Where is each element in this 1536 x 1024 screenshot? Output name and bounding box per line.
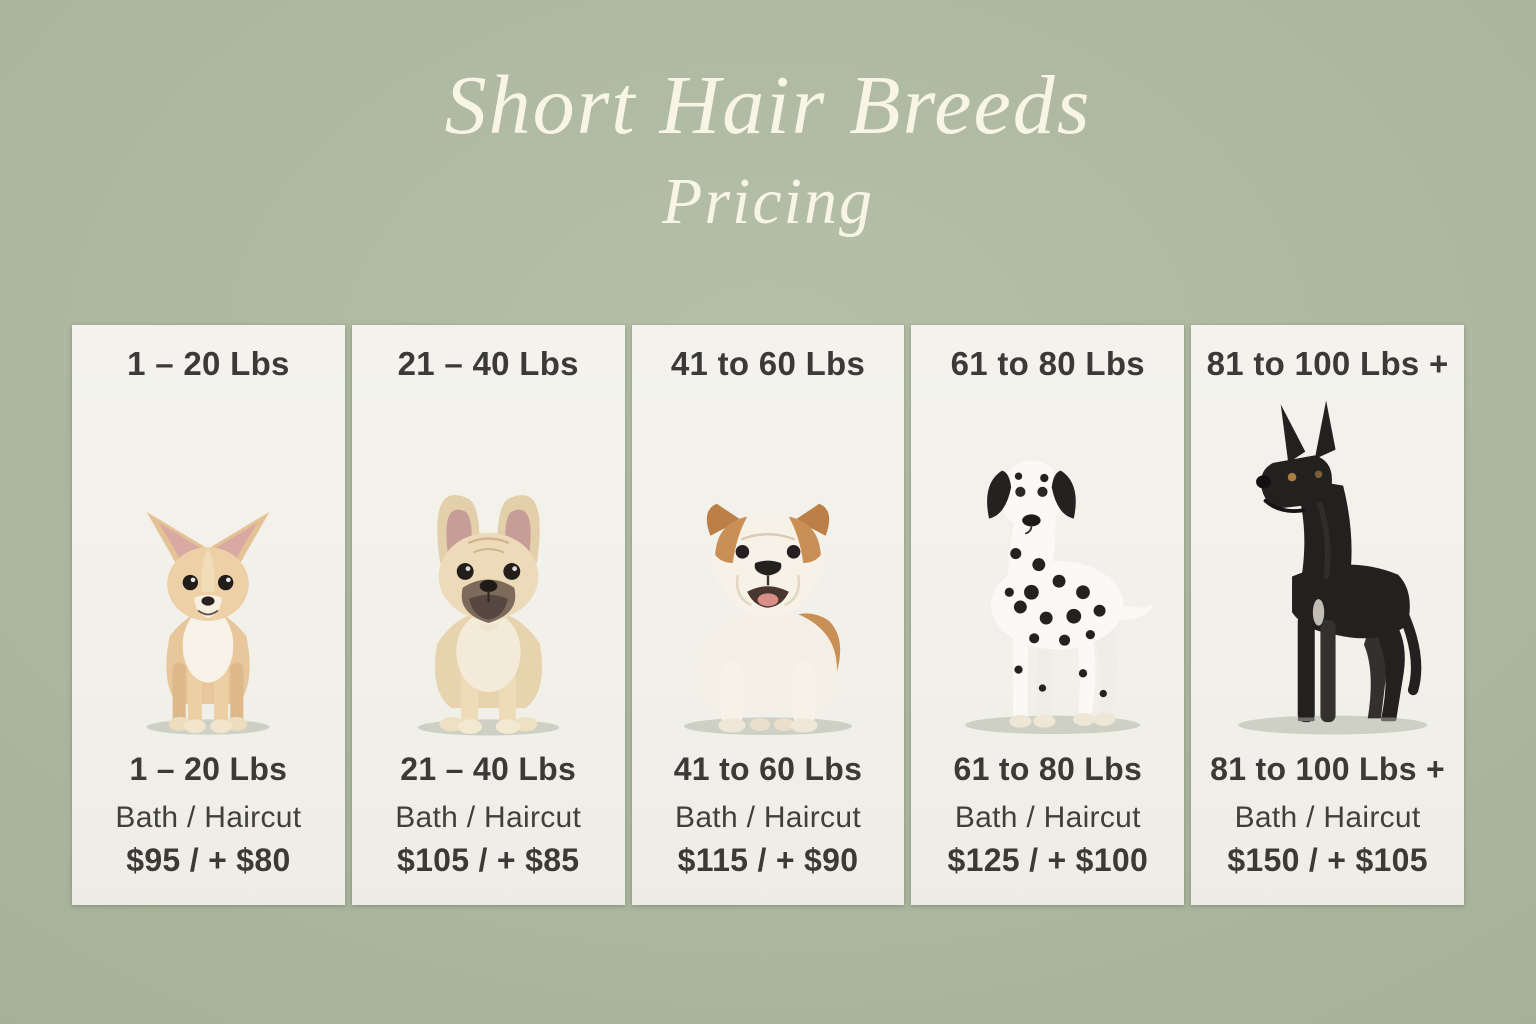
french-bulldog-photo (417, 495, 559, 736)
price-label: $125 / + $100 (947, 842, 1149, 878)
weight-range-header: 61 to 80 Lbs (950, 345, 1145, 382)
dalmatian-photo (964, 460, 1153, 735)
service-label: Bath / Haircut (675, 801, 861, 834)
price-info: 61 to 80 Lbs Bath / Haircut $125 / + $10… (911, 751, 1184, 905)
dog-photo-area (632, 383, 905, 751)
price-info: 21 – 40 Lbs Bath / Haircut $105 / + $85 (352, 751, 625, 905)
price-label: $105 / + $85 (396, 842, 580, 878)
dog-photo-area (352, 383, 625, 751)
chihuahua-photo (146, 511, 270, 735)
dog-photo-area (1191, 383, 1464, 751)
weight-range-header: 21 – 40 Lbs (397, 345, 579, 382)
pricing-column-61-80lbs: 61 to 80 Lbs (911, 325, 1185, 905)
pricing-column-41-60lbs: 41 to 60 Lbs (631, 325, 905, 905)
pricing-column-1-20lbs: 1 – 20 Lbs (72, 325, 345, 905)
weight-range-label: 81 to 100 Lbs + (1210, 751, 1445, 787)
price-label: $95 / + $80 (126, 842, 291, 878)
english-bulldog-photo (683, 503, 852, 735)
dog-photo-area (72, 383, 345, 751)
dog-photo-area (911, 383, 1184, 751)
price-info: 81 to 100 Lbs + Bath / Haircut $150 / + … (1191, 751, 1464, 905)
pricing-column-81-100lbs-plus: 81 to 100 Lbs + (1191, 325, 1464, 905)
weight-range-header: 1 – 20 Lbs (127, 345, 290, 382)
weight-range-header: 81 to 100 Lbs + (1206, 345, 1449, 382)
weight-range-label: 1 – 20 Lbs (129, 751, 288, 787)
title-line-2: Pricing (662, 165, 874, 239)
price-label: $115 / + $90 (677, 842, 859, 878)
great-dane-photo (1237, 400, 1427, 735)
price-info: 1 – 20 Lbs Bath / Haircut $95 / + $80 (72, 751, 345, 905)
pricing-columns: 1 – 20 Lbs (72, 325, 1464, 905)
title-line-1: Short Hair Breeds (444, 59, 1092, 152)
page-title: Short Hair Breeds Pricing (0, 59, 1536, 240)
weight-range-label: 61 to 80 Lbs (953, 751, 1143, 787)
service-label: Bath / Haircut (954, 801, 1141, 834)
service-label: Bath / Haircut (1234, 801, 1421, 834)
pricing-column-21-40lbs: 21 – 40 Lbs (351, 325, 625, 905)
service-label: Bath / Haircut (395, 801, 582, 834)
price-info: 41 to 60 Lbs Bath / Haircut $115 / + $90 (632, 751, 905, 905)
weight-range-header: 41 to 60 Lbs (670, 345, 866, 382)
weight-range-label: 41 to 60 Lbs (673, 751, 863, 787)
service-label: Bath / Haircut (115, 801, 302, 834)
weight-range-label: 21 – 40 Lbs (400, 751, 577, 787)
price-label: $150 / + $105 (1227, 842, 1428, 878)
